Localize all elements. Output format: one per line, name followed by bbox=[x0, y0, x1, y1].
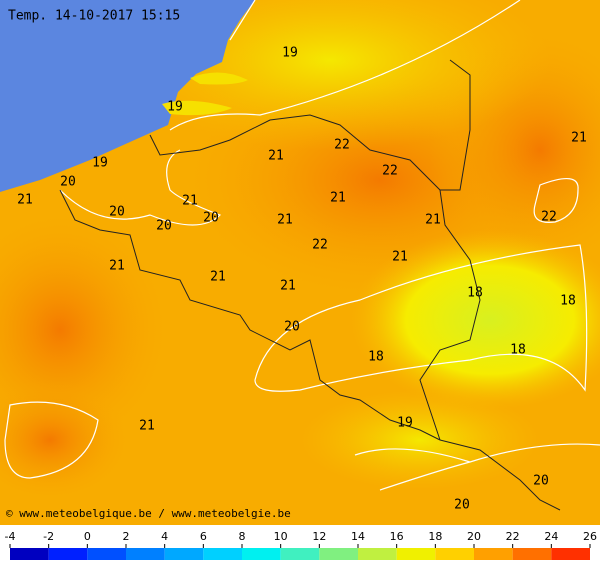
temperature-label: 21 bbox=[571, 131, 587, 146]
temperature-label: 21 bbox=[330, 191, 346, 206]
temperature-label: 20 bbox=[156, 219, 172, 234]
colorbar-segment bbox=[10, 548, 49, 560]
colorbar-tick-label: 24 bbox=[544, 530, 558, 543]
colorbar-segment bbox=[126, 548, 165, 560]
colorbar-tick-label: 22 bbox=[506, 530, 520, 543]
colorbar-segment bbox=[474, 548, 513, 560]
colorbar-tick-label: 20 bbox=[467, 530, 481, 543]
temperature-label: 18 bbox=[560, 294, 576, 309]
temperature-label: 22 bbox=[382, 164, 398, 179]
colorbar-tick-label: 10 bbox=[274, 530, 288, 543]
temperature-label: 19 bbox=[92, 156, 108, 171]
temperature-label: 20 bbox=[109, 205, 125, 220]
colorbar-segment bbox=[87, 548, 126, 560]
colorbar-segment bbox=[358, 548, 397, 560]
colorbar-segment bbox=[280, 548, 320, 560]
temperature-label: 18 bbox=[467, 286, 483, 301]
temperature-label: 18 bbox=[510, 343, 526, 358]
credit: © www.meteobelgique.be / www.meteobelgie… bbox=[6, 507, 291, 520]
colorbar-segment bbox=[203, 548, 242, 560]
temperature-label: 21 bbox=[210, 270, 226, 285]
colorbar-tick-label: 8 bbox=[239, 530, 246, 543]
temperature-label: 21 bbox=[425, 213, 441, 228]
colorbar-tick-label: -2 bbox=[43, 530, 54, 543]
temperature-label: 21 bbox=[392, 250, 408, 265]
colorbar-segment bbox=[319, 548, 358, 560]
temperature-label: 21 bbox=[277, 213, 293, 228]
colorbar-segment bbox=[396, 548, 436, 560]
colorbar-segment bbox=[512, 548, 552, 560]
colorbar-tick-label: 4 bbox=[161, 530, 168, 543]
temperature-label: 21 bbox=[268, 149, 284, 164]
temperature-label: 20 bbox=[454, 498, 470, 513]
temperature-label: 21 bbox=[139, 419, 155, 434]
temperature-label: 19 bbox=[282, 46, 298, 61]
temperature-label: 21 bbox=[182, 194, 198, 209]
colorbar-tick-label: 16 bbox=[390, 530, 404, 543]
temperature-label: 22 bbox=[334, 138, 350, 153]
colorbar-tick-label: 6 bbox=[200, 530, 207, 543]
colorbar-tick-label: 2 bbox=[123, 530, 130, 543]
colorbar-tick-label: 12 bbox=[312, 530, 326, 543]
colorbar-tick-label: 18 bbox=[428, 530, 442, 543]
temperature-label: 20 bbox=[203, 211, 219, 226]
colorbar-tick-label: 14 bbox=[351, 530, 365, 543]
temperature-label: 20 bbox=[284, 320, 300, 335]
colorbar-tick-label: 26 bbox=[583, 530, 597, 543]
temperature-label: 21 bbox=[280, 279, 296, 294]
colorbar-tick-label: -4 bbox=[5, 530, 16, 543]
temperature-label: 22 bbox=[312, 238, 328, 253]
temperature-label: 20 bbox=[533, 474, 549, 489]
map-field bbox=[0, 0, 600, 525]
colorbar-segment bbox=[164, 548, 204, 560]
temperature-label: 20 bbox=[60, 175, 76, 190]
colorbar-segment bbox=[435, 548, 474, 560]
temperature-label: 21 bbox=[109, 259, 125, 274]
colorbar-segment bbox=[551, 548, 590, 560]
colorbar-segment bbox=[242, 548, 281, 560]
colorbar-tick-label: 0 bbox=[84, 530, 91, 543]
temperature-label: 19 bbox=[397, 416, 413, 431]
temperature-label: 21 bbox=[17, 193, 33, 208]
map-title: Temp. 14-10-2017 15:15 bbox=[8, 9, 180, 24]
colorbar-segment bbox=[48, 548, 88, 560]
temperature-label: 22 bbox=[541, 210, 557, 225]
temperature-label: 19 bbox=[167, 100, 183, 115]
temperature-label: 18 bbox=[368, 350, 384, 365]
